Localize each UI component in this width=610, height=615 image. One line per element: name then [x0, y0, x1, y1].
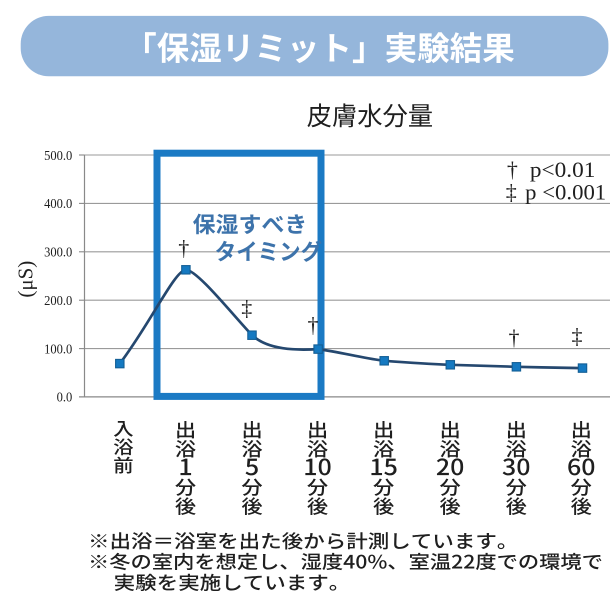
svg-text:‡: ‡ — [572, 324, 583, 349]
svg-text:p <0.001: p <0.001 — [525, 180, 606, 205]
svg-text:†: † — [178, 235, 189, 260]
svg-text:(μS): (μS) — [14, 261, 38, 298]
svg-text:‡: ‡ — [241, 296, 252, 321]
svg-text:500.0: 500.0 — [44, 148, 72, 163]
svg-text:‡: ‡ — [506, 180, 517, 205]
svg-text:400.0: 400.0 — [44, 196, 72, 211]
svg-text:†: † — [509, 325, 520, 350]
svg-text:†: † — [507, 157, 518, 182]
svg-text:†: † — [308, 312, 319, 337]
svg-text:0.0: 0.0 — [57, 390, 73, 405]
svg-text:p<0.01: p<0.01 — [530, 157, 596, 182]
svg-text:200.0: 200.0 — [44, 293, 72, 308]
svg-text:100.0: 100.0 — [44, 341, 72, 356]
svg-text:300.0: 300.0 — [44, 245, 72, 260]
